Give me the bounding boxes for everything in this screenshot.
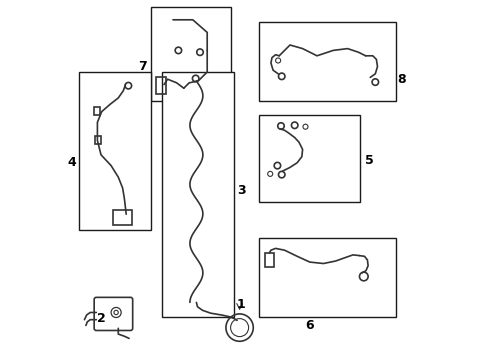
Text: 2: 2 [97,312,105,325]
Bar [95,136,101,144]
Text: 7: 7 [138,60,147,73]
Bar [259,238,396,317]
Bar [259,115,360,202]
Bar [265,253,274,267]
FancyBboxPatch shape [94,297,133,330]
Bar [259,22,396,101]
Text: 4: 4 [68,156,76,168]
Text: 1: 1 [237,298,246,311]
Text: 5: 5 [365,154,373,167]
Bar [79,72,151,230]
Text: 8: 8 [397,73,406,86]
Bar [94,107,100,115]
Bar [156,77,166,94]
Text: 3: 3 [237,184,245,197]
Text: 6: 6 [305,319,314,332]
Bar [113,210,132,225]
Bar [151,7,231,101]
Bar [162,72,234,317]
